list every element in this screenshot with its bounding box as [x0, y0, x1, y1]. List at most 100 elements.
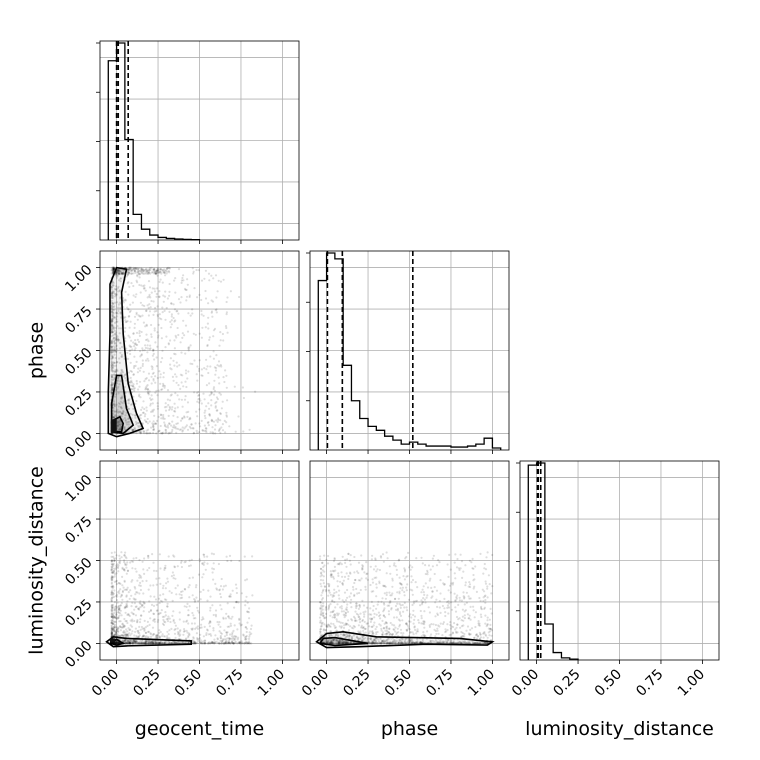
scatter-point — [141, 422, 144, 425]
scatter-point — [113, 414, 116, 418]
scatter-point — [173, 320, 176, 323]
scatter-point — [116, 320, 119, 323]
scatter-point — [138, 592, 141, 595]
scatter-point — [117, 340, 120, 343]
scatter-point — [140, 576, 143, 579]
scatter-point — [156, 287, 159, 290]
scatter-point — [337, 572, 340, 575]
scatter-point — [454, 553, 457, 556]
scatter-point — [336, 580, 339, 583]
scatter-point — [112, 308, 115, 312]
scatter-point — [396, 609, 399, 612]
scatter-point — [399, 606, 402, 610]
scatter-point — [353, 593, 356, 597]
scatter-point — [361, 568, 364, 571]
scatter-point — [214, 609, 218, 612]
scatter-point — [160, 318, 163, 321]
scatter-point — [212, 629, 215, 632]
scatter-point — [345, 572, 348, 575]
scatter-point — [363, 571, 366, 574]
scatter-point — [140, 267, 143, 271]
scatter-point — [148, 271, 151, 274]
scatter-point — [127, 293, 130, 296]
scatter-point — [466, 613, 469, 616]
scatter-point — [146, 296, 149, 299]
scatter-point — [183, 334, 186, 337]
scatter-point — [160, 326, 163, 330]
scatter-point — [410, 575, 413, 578]
scatter-point — [149, 402, 152, 405]
scatter-point — [387, 631, 390, 634]
scatter-point — [158, 629, 161, 632]
scatter-point — [147, 280, 151, 283]
scatter-point — [369, 583, 372, 587]
scatter-point — [231, 589, 234, 592]
scatter-point — [422, 585, 425, 588]
scatter-point — [168, 405, 171, 408]
scatter-point — [204, 269, 207, 272]
y-tick-label: 0.75 — [62, 303, 95, 336]
scatter-point — [152, 612, 156, 616]
scatter-point — [209, 595, 212, 598]
scatter-point — [153, 633, 156, 636]
scatter-point — [407, 551, 410, 555]
scatter-point — [204, 427, 207, 430]
scatter-point — [113, 370, 116, 373]
scatter-point — [148, 295, 151, 298]
scatter-point — [110, 292, 113, 295]
scatter-point — [165, 582, 168, 585]
scatter-point — [366, 606, 369, 609]
scatter-point — [391, 577, 394, 580]
scatter-point — [186, 377, 189, 380]
scatter-point — [179, 373, 182, 376]
scatter-point — [115, 628, 118, 631]
scatter-point — [368, 613, 371, 616]
scatter-point — [154, 381, 157, 384]
scatter-point — [162, 415, 165, 419]
scatter-point — [369, 565, 372, 568]
scatter-point — [455, 597, 458, 600]
scatter-point — [129, 376, 132, 379]
scatter-point — [204, 409, 207, 412]
scatter-point — [112, 364, 115, 368]
scatter-point — [178, 428, 181, 431]
scatter-point — [442, 582, 445, 585]
scatter-point — [318, 558, 322, 561]
scatter-point — [115, 285, 118, 288]
scatter-point — [182, 279, 185, 282]
scatter-point — [185, 295, 189, 298]
scatter-point — [124, 299, 127, 302]
scatter-point — [479, 613, 482, 616]
scatter-point — [197, 369, 201, 373]
scatter-point — [214, 424, 217, 427]
scatter-point — [110, 605, 113, 608]
scatter-point — [171, 614, 174, 618]
scatter-point — [110, 340, 113, 343]
scatter-point — [164, 290, 167, 293]
scatter-point — [197, 398, 200, 401]
scatter-point — [326, 582, 329, 585]
scatter-point — [115, 350, 118, 353]
scatter-point — [183, 287, 187, 290]
scatter-point — [158, 635, 161, 638]
scatter-point — [347, 577, 350, 581]
scatter-point — [145, 431, 148, 435]
scatter-point — [408, 615, 411, 618]
scatter-point — [319, 578, 323, 582]
scatter-point — [166, 297, 169, 300]
scatter-point — [118, 290, 121, 293]
scatter-point — [126, 634, 129, 637]
scatter-point — [145, 406, 148, 409]
scatter-point — [398, 590, 401, 593]
scatter-point — [371, 630, 374, 633]
scatter-point — [398, 576, 401, 579]
scatter-point — [434, 635, 437, 638]
scatter-point — [319, 632, 322, 635]
scatter-point — [174, 410, 177, 413]
scatter-point — [115, 311, 118, 314]
scatter-point — [182, 633, 185, 636]
scatter-point — [343, 575, 347, 579]
scatter-point — [184, 372, 188, 375]
scatter-point — [160, 414, 163, 417]
scatter-point — [133, 365, 136, 368]
